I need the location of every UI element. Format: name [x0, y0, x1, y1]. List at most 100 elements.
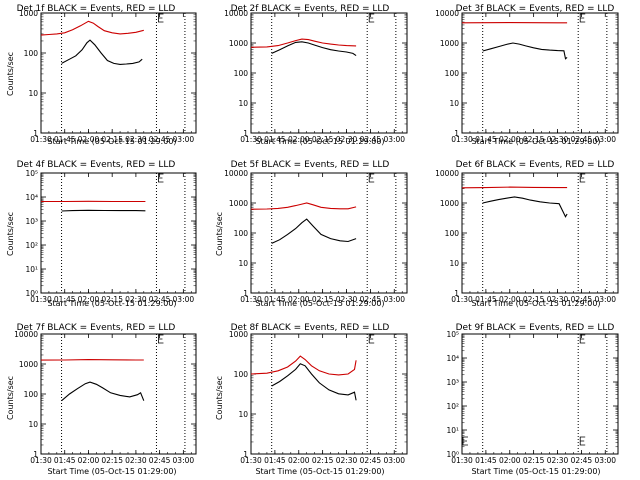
panel-7: Det 7f BLACK = Events, RED = LLD Start T… [6, 323, 177, 476]
panel-title: Det 5f BLACK = Events, RED = LLD [231, 160, 390, 170]
panel-9: Det 9f BLACK = Events, RED = LLD Start T… [456, 323, 615, 476]
x-tick-label: 02:45 [571, 456, 593, 465]
panel-title: Det 3f BLACK = Events, RED = LLD [456, 4, 615, 14]
x-tick-label: 02:00 [499, 135, 521, 144]
x-tick-label: 01:45 [264, 456, 286, 465]
panel-title: Det 2f BLACK = Events, RED = LLD [231, 4, 390, 14]
x-tick-label: 02:30 [547, 135, 569, 144]
x-axis-label: Start Time (05-Oct-15 01:29:00) [255, 467, 384, 476]
events-series-line [61, 209, 146, 212]
x-tick-label: 02:15 [523, 295, 545, 304]
y-tick-label: 10000 [224, 9, 248, 18]
plot-area: 01:30 01:45 02:00 02:15 02:30 02:45 03:00 1 10 10… [435, 169, 619, 304]
y-tick-label: 100 [234, 229, 249, 238]
y-axis-label: Counts/sec [6, 52, 15, 96]
x-axis-label: Start Time (05-Oct-15 01:29:00) [255, 137, 384, 146]
marker-flag [158, 13, 164, 23]
lld-series-line [40, 20, 144, 36]
y-tick-label: 1 [243, 450, 248, 459]
panel-title: Det 4f BLACK = Events, RED = LLD [17, 160, 176, 170]
x-tick-label: 02:45 [571, 295, 593, 304]
y-tick-label: 100 [234, 370, 249, 379]
y-tick-label: 10² [25, 241, 38, 250]
plot-area: 01:30 01:45 02:00 02:15 02:30 02:45 03:00 10⁰ 10… [25, 169, 197, 304]
y-tick-label: 1000 [440, 199, 459, 208]
panel-1: Det 1f BLACK = Events, RED = LLD Start T… [6, 4, 177, 146]
plot-frame [40, 12, 197, 134]
x-tick-label: 02:00 [78, 456, 100, 465]
marker-flag [462, 436, 468, 446]
x-tick-label: 03:00 [594, 295, 616, 304]
y-tick-label: 100 [24, 49, 39, 58]
x-tick-label: 02:30 [547, 456, 569, 465]
y-axis-label: Counts/sec [6, 212, 15, 256]
x-tick-label: 02:00 [78, 135, 100, 144]
lld-series-line [250, 202, 357, 210]
marker-flag [579, 13, 586, 23]
panel-3: Det 3f BLACK = Events, RED = LLD Start T… [456, 4, 615, 146]
y-tick-label: 100 [24, 390, 39, 399]
x-tick-label: 02:00 [288, 135, 310, 144]
y-tick-label: 10 [449, 259, 459, 268]
y-tick-label: 1 [33, 129, 38, 138]
x-tick-label: 01:30 [451, 456, 473, 465]
x-tick-label: 02:15 [312, 456, 334, 465]
x-tick-label: 02:30 [547, 295, 569, 304]
marker-flag [158, 173, 164, 183]
panel-8: Det 8f BLACK = Events, RED = LLD Start T… [215, 323, 389, 476]
y-tick-label: 10⁰ [25, 289, 38, 298]
plot-area: 01:30 01:45 02:00 02:15 02:30 02:45 03:00 1 10 10… [224, 9, 408, 144]
x-tick-label: 01:45 [475, 456, 497, 465]
marker-flag [368, 13, 375, 23]
y-tick-label: 1000 [229, 199, 248, 208]
y-tick-label: 1000 [229, 39, 248, 48]
x-tick-label: 03:00 [594, 456, 616, 465]
x-axis-label: Start Time (05-Oct-15 01:29:00) [471, 467, 600, 476]
events-series-line [271, 218, 357, 244]
x-tick-label: 01:45 [475, 135, 497, 144]
marker-flag [579, 173, 586, 183]
x-tick-label: 03:00 [383, 135, 405, 144]
x-tick-label: 02:15 [312, 135, 334, 144]
panel-2: Det 2f BLACK = Events, RED = LLD Start T… [231, 4, 390, 146]
x-tick-label: 01:30 [30, 295, 52, 304]
y-axis-label: Counts/sec [6, 376, 15, 420]
x-tick-label: 02:15 [101, 295, 123, 304]
x-tick-label: 01:45 [54, 456, 76, 465]
plot-area: 01:30 01:45 02:00 02:15 02:30 02:45 03:00 1 10 10… [229, 330, 408, 465]
y-tick-label: 1 [243, 129, 248, 138]
y-tick-label: 10 [238, 99, 248, 108]
y-tick-label: 10 [238, 410, 248, 419]
y-tick-label: 10000 [14, 330, 38, 339]
x-tick-label: 03:00 [173, 456, 195, 465]
x-tick-label: 02:30 [125, 456, 147, 465]
marker-flag [368, 173, 375, 183]
x-tick-label: 03:00 [383, 295, 405, 304]
x-axis-label: Start Time (05-Oct-15 01:29:00) [471, 137, 600, 146]
y-tick-label: 1000 [440, 39, 459, 48]
y-tick-label: 10⁴ [25, 193, 38, 202]
bottom-flags [462, 436, 586, 446]
x-tick-label: 01:30 [30, 456, 52, 465]
panel-title: Det 8f BLACK = Events, RED = LLD [231, 323, 390, 333]
x-tick-label: 02:15 [523, 456, 545, 465]
y-tick-label: 1000 [19, 360, 38, 369]
y-axis-label: Counts/sec [215, 212, 224, 256]
x-tick-label: 02:15 [101, 456, 123, 465]
events-series-line [61, 381, 145, 402]
events-series-line [61, 39, 143, 65]
x-tick-label: 01:30 [451, 135, 473, 144]
plot-area: 01:30 01:45 02:00 02:15 02:30 02:45 03:00 1 10 10… [19, 9, 197, 144]
x-tick-label: 02:00 [78, 295, 100, 304]
x-tick-label: 03:00 [594, 135, 616, 144]
x-tick-label: 03:00 [173, 295, 195, 304]
plot-frame [40, 172, 197, 294]
plot-area: 01:30 01:45 02:00 02:15 02:30 02:45 03:00 10⁰ 10… [446, 330, 619, 465]
plot-frame [461, 12, 619, 134]
x-tick-label: 02:15 [523, 135, 545, 144]
y-tick-label: 10⁵ [446, 330, 459, 339]
y-tick-label: 10⁴ [446, 354, 459, 363]
y-tick-label: 1 [33, 450, 38, 459]
x-tick-label: 03:00 [383, 456, 405, 465]
